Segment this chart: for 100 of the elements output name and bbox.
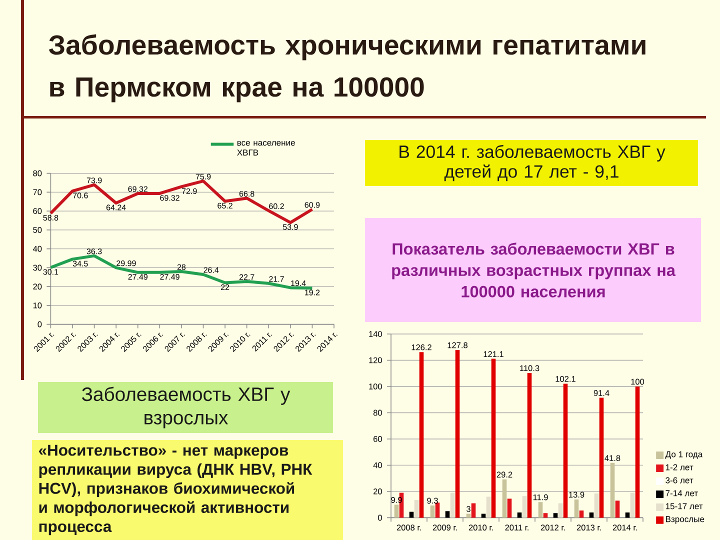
y-tick-label: 60 (33, 208, 42, 214)
y-tick-label: 100 (369, 384, 382, 390)
chart-title: Заболеваемость хроническими гепатитами в Пермском крае на 100000 (48, 34, 646, 102)
bar (491, 358, 496, 518)
bar (574, 499, 579, 518)
bar (635, 386, 640, 518)
y-tick-label: 60 (374, 436, 382, 442)
bar (594, 493, 599, 518)
x-tick-label: 2011 г. (505, 524, 528, 530)
data-label: 60.2 (269, 203, 284, 210)
y-tick-label: 20 (374, 488, 382, 494)
x-tick-label: 2008 г. (396, 524, 421, 530)
legend-label: Взрослые (666, 516, 704, 524)
data-label: 21.7 (269, 276, 284, 282)
bar (563, 384, 568, 518)
text: «Носительство» - нет маркеров репликации вируса (ДНК HBV, РНК HCV), признаков биохимической и морфологической активности процесса (38, 444, 312, 536)
data-label: 3 (466, 506, 470, 512)
bar (507, 498, 512, 518)
data-label: 75.9 (196, 174, 211, 180)
bar (435, 502, 440, 518)
data-label: 22 (220, 284, 230, 290)
x-tick-label: 2014 г. (612, 524, 637, 530)
y-tick-label: 50 (33, 227, 42, 233)
bar (419, 352, 424, 518)
chart-title: Показатель заболеваемости ХВГ в различных возрастных группах на 100000 населения (392, 242, 676, 298)
data-label: 70.6 (73, 192, 88, 198)
data-label: 22.7 (239, 274, 254, 280)
bar (486, 496, 491, 518)
bar (610, 462, 615, 518)
bar (558, 503, 563, 518)
text: Заболеваемость ХВГ у взрослых (82, 386, 290, 428)
data-label: 91.4 (594, 390, 610, 396)
legend-label: 1-2 лет (666, 464, 694, 470)
data-label: 9.3 (427, 498, 438, 504)
y-tick-label: 40 (373, 462, 382, 468)
data-label: 58.8 (43, 214, 58, 221)
bar (445, 511, 450, 518)
bar (538, 502, 543, 518)
data-label: 11.9 (533, 494, 548, 500)
bar (522, 496, 527, 518)
bar (430, 506, 435, 518)
data-label: 65.2 (218, 202, 232, 209)
y-tick-label: 0 (38, 321, 42, 328)
data-label: 19.4 (291, 280, 306, 286)
x-tick-label: 2012 г. (540, 524, 565, 530)
bar (502, 479, 507, 518)
data-label: 53.9 (282, 224, 298, 230)
y-tick-label: 0 (378, 514, 382, 521)
data-label: 41.8 (604, 455, 620, 461)
data-label: 69.32 (128, 186, 148, 192)
bar (615, 500, 620, 518)
legend-label: 3-6 лет (666, 477, 694, 484)
data-label: 29.2 (496, 472, 512, 478)
data-label: 73.9 (86, 178, 102, 184)
y-tick-label: 140 (369, 331, 382, 337)
bar (599, 398, 604, 518)
bar (579, 510, 584, 518)
y-tick-label: 30 (33, 264, 42, 271)
bar (553, 513, 558, 518)
data-label: 100 (631, 378, 644, 385)
x-tick-label: 2009 г. (432, 524, 457, 530)
bar (630, 492, 635, 518)
x-tick-label: 2010 г. (468, 524, 493, 530)
data-label: 121.1 (484, 351, 504, 357)
text: В 2014 г. заболеваемость ХВГ у детей до 17 лет - 9,1 (400, 144, 666, 182)
data-label: 60.9 (304, 202, 320, 208)
data-label: 66.8 (239, 190, 254, 197)
data-label: 102.1 (556, 376, 576, 382)
data-label: 36.3 (86, 248, 102, 254)
bar (471, 503, 476, 518)
data-label: 28 (177, 264, 186, 270)
bar (527, 372, 532, 518)
y-tick-label: 20 (33, 284, 42, 290)
bar (543, 513, 548, 518)
bar (394, 504, 399, 518)
legend-label: 7-14 лет (666, 490, 698, 496)
data-label: 69.32 (160, 195, 180, 201)
legend-label: 15-17 лет (666, 503, 703, 510)
data-label: 127.8 (448, 342, 468, 348)
data-label: 30.1 (43, 269, 58, 275)
data-label: 34.5 (72, 260, 88, 266)
bar (414, 500, 419, 518)
bar (455, 350, 460, 518)
data-label: 64.24 (106, 204, 126, 210)
data-label: 126.2 (412, 344, 432, 350)
bar (450, 492, 455, 518)
data-label: 19.2 (305, 290, 320, 296)
y-tick-label: 70 (33, 189, 42, 196)
data-label: 27.49 (128, 274, 148, 280)
data-label: 72.9 (182, 188, 197, 194)
data-label: 29.99 (116, 260, 136, 266)
legend-label: До 1 года (665, 451, 703, 459)
y-tick-label: 40 (32, 246, 42, 252)
x-tick-label: 2013 г. (576, 524, 601, 530)
legend-label: все население ХВГВ (237, 140, 295, 156)
y-tick-label: 80 (33, 170, 42, 176)
y-tick-label: 120 (369, 357, 382, 364)
y-tick-label: 80 (373, 410, 382, 416)
data-label: 110.3 (520, 365, 540, 372)
y-tick-label: 10 (33, 302, 42, 308)
